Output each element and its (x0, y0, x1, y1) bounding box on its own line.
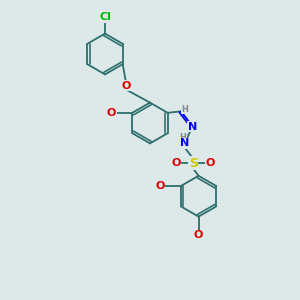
Text: H: H (179, 133, 186, 142)
Text: N: N (180, 138, 189, 148)
Text: O: O (122, 81, 131, 91)
Text: O: O (155, 181, 165, 191)
Text: O: O (194, 230, 203, 240)
Text: H: H (182, 105, 188, 114)
Text: O: O (106, 108, 116, 118)
Text: N: N (188, 122, 197, 132)
Text: S: S (189, 157, 198, 170)
Text: O: O (171, 158, 181, 168)
Text: O: O (206, 158, 215, 168)
Text: Cl: Cl (99, 12, 111, 22)
